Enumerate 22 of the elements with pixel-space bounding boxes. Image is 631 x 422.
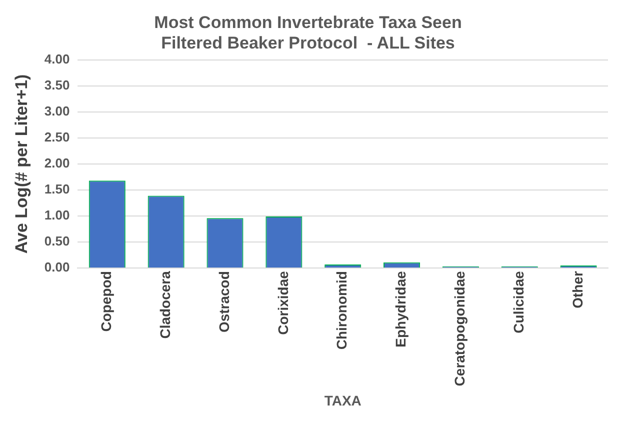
text: Filtered Beaker Protocol - ALL Sites <box>161 33 455 52</box>
y-tick-label: 1.00 <box>44 208 70 223</box>
y-tick-label: 1.50 <box>44 182 70 197</box>
y-tick-label: 0.00 <box>44 260 70 275</box>
x-tick-label: Ephydridae <box>392 270 409 348</box>
x-tick-label: Copepod <box>98 271 114 332</box>
text: Most Common Invertebrate Taxa Seen <box>154 12 462 32</box>
x-tick-label: Ostracod <box>216 271 232 333</box>
x-tick-label: Ceratopogonidae <box>452 270 468 386</box>
x-tick-label: Other <box>569 270 586 308</box>
x-axis-title: TAXA <box>324 392 362 408</box>
y-axis-title: Ave Log(# per Liter+1) <box>12 74 31 254</box>
x-tick-label: Corixidae <box>274 270 291 335</box>
y-tick-label: 3.00 <box>44 103 70 118</box>
x-tick-label: Cladocera <box>156 270 173 339</box>
x-tick-label: Culicidae <box>510 270 526 334</box>
y-tick-label: 2.00 <box>44 156 70 171</box>
y-tick-label: 2.50 <box>44 129 70 144</box>
x-tick-label: Chironomid <box>334 271 350 350</box>
y-tick-label: 0.50 <box>44 234 70 249</box>
y-tick-label: 4.00 <box>44 51 70 66</box>
y-tick-label: 3.50 <box>44 77 70 92</box>
